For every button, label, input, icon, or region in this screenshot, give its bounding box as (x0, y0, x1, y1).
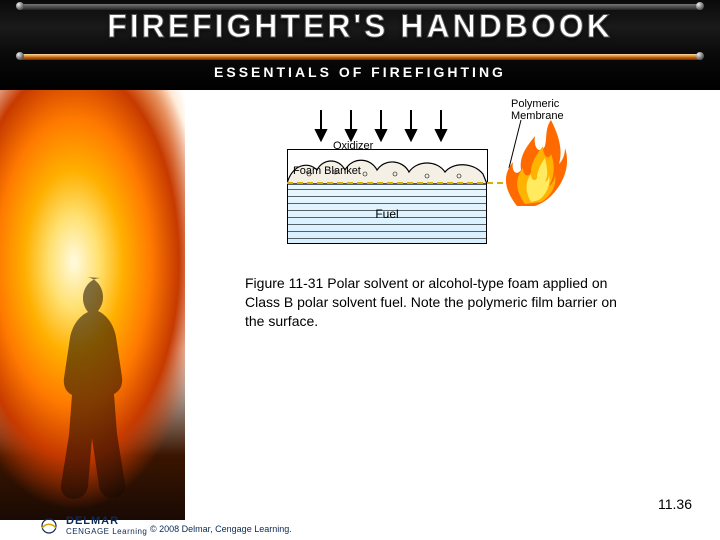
page-number: 11.36 (658, 496, 692, 512)
fuel-container: Fuel (287, 182, 487, 244)
side-flame-image (0, 90, 185, 520)
polymeric-membrane-line (287, 182, 513, 184)
rivet-icon (16, 52, 24, 60)
footer-brand-block: DELMAR CENGAGE Learning (40, 515, 147, 536)
label-foam-blanket: Foam Blanket (293, 165, 361, 177)
slide-header: FIREFIGHTER'S HANDBOOK ESSENTIALS OF FIR… (0, 0, 720, 90)
figure-caption: Figure 11-31 Polar solvent or alcohol-ty… (245, 274, 625, 331)
globe-swoosh-icon (40, 517, 58, 535)
rivet-icon (696, 2, 704, 10)
rivet-icon (696, 52, 704, 60)
rivet-icon (16, 2, 24, 10)
firefighter-silhouette-icon (30, 272, 140, 502)
book-title: FIREFIGHTER'S HANDBOOK (0, 8, 720, 45)
foam-diagram: Polymeric Membrane Oxidizer Fuel (271, 100, 581, 260)
book-subtitle: ESSENTIALS OF FIREFIGHTING (0, 64, 720, 80)
slide-content: Polymeric Membrane Oxidizer Fuel (185, 90, 720, 540)
footer-brand-text: DELMAR CENGAGE Learning (66, 515, 147, 536)
brand-name: DELMAR (66, 515, 147, 527)
brand-sub: CENGAGE Learning (66, 527, 147, 536)
slide-footer: DELMAR CENGAGE Learning © 2008 Delmar, C… (0, 516, 720, 540)
label-fuel: Fuel (288, 207, 486, 221)
header-mid-bar (18, 54, 702, 60)
copyright-text: © 2008 Delmar, Cengage Learning. (150, 524, 292, 534)
flame-icon (497, 118, 567, 208)
